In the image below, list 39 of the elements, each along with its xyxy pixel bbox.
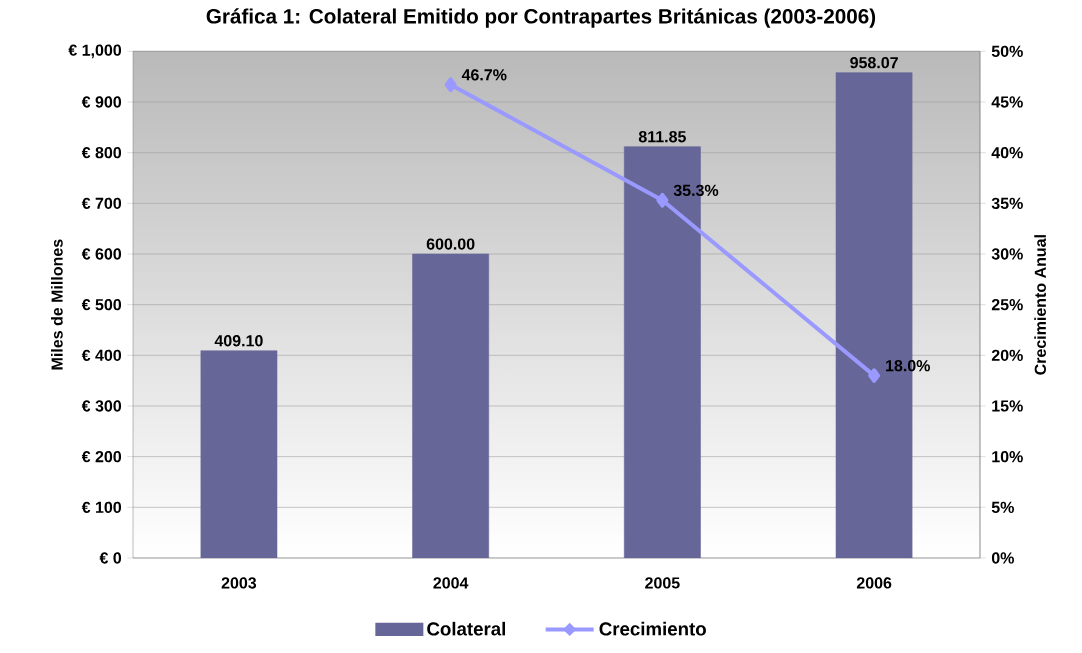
y2-tick-label: 25%	[991, 299, 1023, 311]
y2-tick-label: 30%	[991, 248, 1023, 260]
y-tick-label: € 900	[81, 96, 122, 108]
y-tick-label: € 200	[81, 451, 122, 463]
y2-tick-label: 50%	[991, 45, 1023, 57]
y-tick-label: € 300	[81, 400, 122, 412]
data-label: 958.07	[850, 56, 898, 69]
y2-tick-label: 20%	[991, 349, 1023, 361]
y2-tick-label: 0%	[991, 552, 1014, 564]
y-tick-label: € 800	[81, 147, 122, 159]
legend-label: Crecimiento	[599, 621, 706, 636]
legend-label: Colateral	[427, 621, 506, 636]
x-tick-label: 2003	[221, 577, 257, 589]
y-tick-label: € 500	[81, 299, 122, 311]
data-label: 409.10	[214, 335, 263, 347]
y-tick-label: € 1,000	[68, 44, 122, 59]
point	[656, 192, 669, 208]
x-tick-label: 2004	[433, 577, 469, 589]
point	[444, 77, 457, 93]
y-tick-label: € 600	[81, 248, 122, 260]
data-label: 46.7%	[461, 69, 507, 81]
y-tick-label: € 400	[81, 349, 122, 361]
point	[868, 368, 881, 383]
y2-axis-title: Crecimiento Anual	[1034, 235, 1046, 375]
data-label: 600.00	[426, 238, 475, 250]
y-tick-label: € 700	[81, 197, 122, 209]
y-tick-label: € 0	[99, 552, 122, 564]
y2-tick-label: 10%	[992, 451, 1023, 463]
y2-tick-label: 35%	[991, 197, 1023, 210]
y2-tick-label: 40%	[991, 147, 1023, 159]
x-tick-label: 2005	[645, 577, 680, 589]
y2-tick-label: 45%	[991, 96, 1023, 108]
y2-tick-label: 5%	[991, 501, 1014, 513]
chart-title: Gráfica 1: Colateral Emitido por Contrapartes Británicas (2003-2006)	[206, 8, 876, 28]
x-tick-label: 2006	[856, 577, 892, 589]
data-label: 811.85	[638, 131, 686, 143]
y-tick-label: € 100	[81, 501, 122, 513]
y-axis-title: Miles de Millones	[51, 239, 63, 370]
y2-tick-label: 15%	[992, 400, 1023, 412]
